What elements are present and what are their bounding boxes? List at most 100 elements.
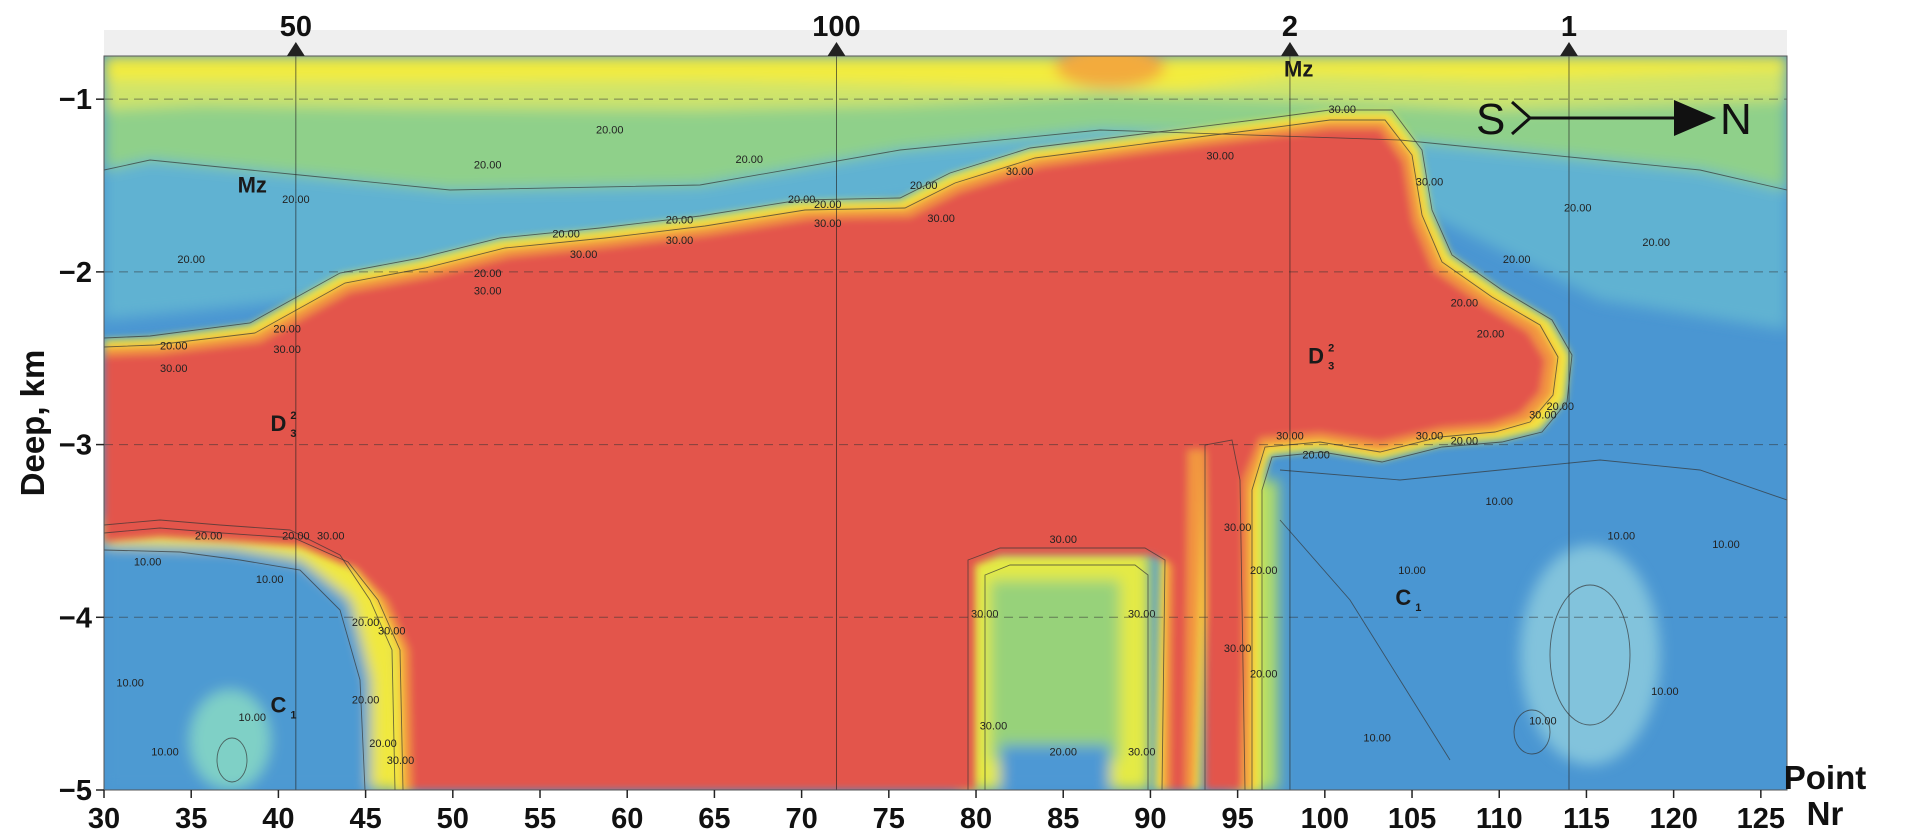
unit-label-superscript: 2 — [1328, 342, 1334, 354]
contour-label: 20.00 — [474, 159, 502, 171]
contour-label: 30.00 — [1529, 410, 1557, 422]
profile-marker-triangle — [1559, 42, 1578, 56]
profile-markers: 50 100 2 1 — [280, 11, 1578, 56]
contour-label: 10.00 — [134, 556, 162, 568]
band-yellow — [104, 56, 1787, 90]
contour-label: 20.00 — [1049, 746, 1077, 758]
x-tick-label: 120 — [1649, 803, 1697, 835]
y-tick-label: −2 — [59, 257, 92, 289]
unit-label: Mz — [238, 172, 267, 197]
y-axis-title: Deep, km — [14, 350, 51, 497]
contour-label: 20.00 — [1547, 401, 1575, 413]
band-window-blue — [1000, 745, 1110, 790]
direction-indicator: S N — [1476, 95, 1752, 144]
contour-label: 20.00 — [160, 341, 188, 353]
x-tick-label: 30 — [88, 803, 120, 835]
band-window-green — [990, 580, 1120, 760]
x-tick-label: 60 — [611, 803, 643, 835]
contour-lines — [104, 109, 1787, 790]
contour-label: 20.00 — [1250, 669, 1278, 681]
contour-label: 30.00 — [273, 344, 301, 356]
x-tick-label: 50 — [437, 803, 469, 835]
contour-10-right-lower — [1279, 519, 1451, 761]
contour-label: 10.00 — [1712, 539, 1740, 551]
high-anomaly — [104, 112, 1570, 790]
direction-to-label: N — [1720, 95, 1752, 144]
contour-label: 20.00 — [788, 194, 816, 206]
contour-label: 10.00 — [1608, 531, 1636, 543]
x-tick-label: 75 — [873, 803, 905, 835]
contour-10-left-lower — [104, 549, 366, 790]
contour-label: 20.00 — [352, 695, 380, 707]
contour-label: 20.00 — [1451, 436, 1479, 448]
contour-20-window — [984, 564, 1149, 790]
contour-label: 20.00 — [1302, 449, 1330, 461]
x-axis: 30 35 40 45 50 55 60 65 70 75 80 85 90 95 100 105 110 115… — [88, 790, 1785, 835]
field-bands — [104, 56, 1787, 790]
contour-label: 10.00 — [1485, 496, 1513, 508]
y-tick-label: −1 — [59, 84, 92, 116]
x-tick-label: 115 — [1563, 803, 1610, 835]
contour-label: 20.00 — [1451, 297, 1479, 309]
contour-label: 20.00 — [814, 199, 842, 211]
contour-label: 30.00 — [1276, 430, 1304, 442]
contour-label: 20.00 — [736, 154, 764, 166]
contour-label: 10.00 — [256, 574, 284, 586]
unit-label: D — [1308, 343, 1324, 368]
contour-10-spot — [1549, 584, 1631, 726]
contour-label: 20.00 — [910, 180, 938, 192]
x-tick-label: 100 — [1301, 803, 1349, 835]
contour-20-upper — [104, 129, 1787, 191]
contour-label: 20.00 — [474, 268, 502, 280]
contour-label: 30.00 — [814, 218, 842, 230]
contour-labels: 20.0030.0020.0030.0020.0030.0020.0030.00… — [116, 104, 1739, 767]
contour-label: 10.00 — [1651, 686, 1679, 698]
band-blue-lower-left — [104, 545, 370, 790]
unit-label: C — [270, 692, 286, 717]
plot-frame — [103, 55, 1788, 791]
profile-marker-label: 50 — [280, 11, 312, 43]
unit-label-subscript: 1 — [290, 709, 296, 721]
contour-label: 30.00 — [971, 608, 999, 620]
contour-label: 30.00 — [474, 285, 502, 297]
y-axis: −1 −2 −3 −4 −5 — [59, 84, 104, 807]
contour-label: 30.00 — [378, 626, 406, 638]
contour-label: 20.00 — [177, 254, 205, 266]
unit-label: Mz — [1284, 57, 1313, 82]
x-tick-label: 105 — [1388, 803, 1436, 835]
contour-label: 10.00 — [151, 746, 179, 758]
direction-from-label: S — [1476, 95, 1505, 144]
top-orange-spot — [1055, 56, 1165, 88]
contour-20-left-lower — [104, 519, 396, 790]
light-spot-left — [190, 690, 270, 790]
x-tick-label: 85 — [1047, 803, 1079, 835]
contour-label: 30.00 — [1416, 177, 1444, 189]
contour-label: 20.00 — [352, 617, 380, 629]
profile-marker-triangle — [286, 42, 305, 56]
contour-label: 20.00 — [1477, 329, 1505, 341]
contour-label: 30.00 — [980, 721, 1008, 733]
y-tick-label: −5 — [59, 775, 92, 807]
contour-label: 20.00 — [666, 215, 694, 227]
contour-label: 20.00 — [1564, 202, 1592, 214]
contour-label: 30.00 — [1416, 430, 1444, 442]
plot-area — [104, 56, 1787, 790]
y-tick-label: −4 — [59, 602, 92, 634]
contour-label: 30.00 — [927, 213, 955, 225]
contour-label: 20.00 — [552, 228, 580, 240]
x-tick-label: 65 — [698, 803, 730, 835]
x-tick-label: 110 — [1476, 803, 1523, 835]
profile-marker-triangle — [1280, 42, 1299, 56]
contour-20-main — [104, 109, 1573, 790]
contour-label: 20.00 — [596, 125, 624, 137]
y-tick-label: −3 — [59, 430, 92, 462]
high-anomaly-red — [104, 129, 1545, 790]
contour-label: 30.00 — [666, 235, 694, 247]
contour-30-window — [967, 547, 1166, 790]
x-axis-title-line2: Nr — [1807, 795, 1844, 832]
contour-label: 30.00 — [160, 363, 188, 375]
contour-30-left-lower — [104, 527, 404, 790]
contour-label: 20.00 — [369, 738, 397, 750]
